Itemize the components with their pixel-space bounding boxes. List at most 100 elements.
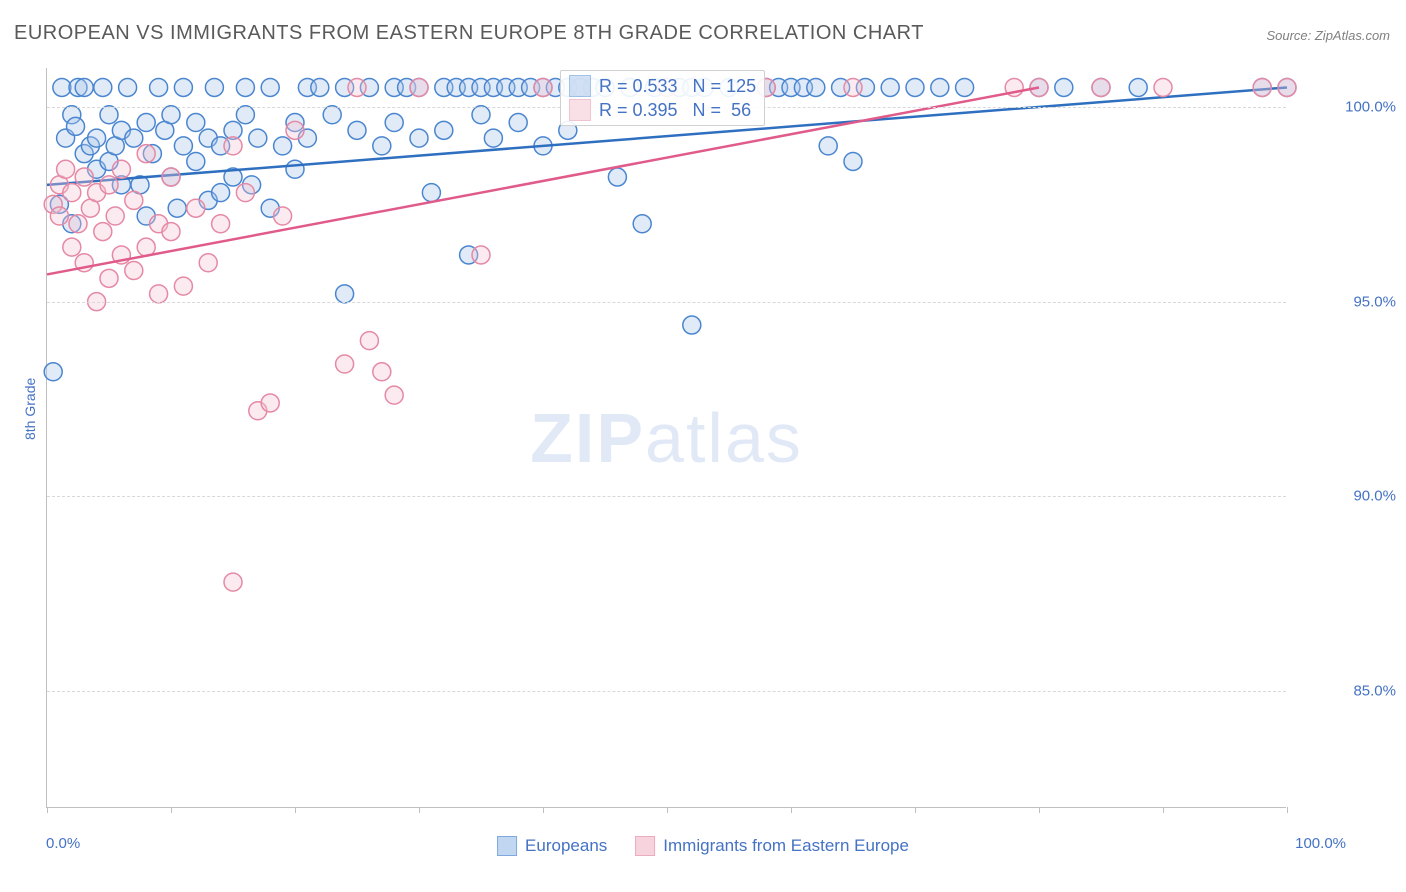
data-point	[534, 78, 552, 96]
data-point	[94, 223, 112, 241]
data-point	[336, 355, 354, 373]
legend-swatch	[569, 75, 591, 97]
data-point	[633, 215, 651, 233]
data-point	[75, 78, 93, 96]
x-axis-min-label: 0.0%	[46, 835, 80, 852]
x-tick-mark	[915, 807, 916, 813]
data-point	[373, 137, 391, 155]
data-point	[137, 114, 155, 132]
data-point	[119, 78, 137, 96]
data-point	[274, 207, 292, 225]
grid-line	[47, 302, 1286, 303]
data-point	[224, 573, 242, 591]
data-point	[683, 316, 701, 334]
data-point	[174, 277, 192, 295]
data-point	[472, 246, 490, 264]
plot-area: ZIPatlas	[46, 68, 1286, 808]
data-point	[94, 78, 112, 96]
data-point	[137, 145, 155, 163]
data-point	[261, 78, 279, 96]
data-point	[323, 106, 341, 124]
data-point	[187, 114, 205, 132]
data-point	[162, 106, 180, 124]
x-tick-mark	[1163, 807, 1164, 813]
data-point	[112, 160, 130, 178]
data-point	[100, 269, 118, 287]
legend-label: Immigrants from Eastern Europe	[663, 836, 909, 856]
y-tick-label: 100.0%	[1345, 98, 1396, 115]
data-point	[88, 129, 106, 147]
data-point	[67, 117, 85, 135]
scatter-svg	[47, 68, 1287, 808]
data-point	[807, 78, 825, 96]
data-point	[100, 106, 118, 124]
data-point	[435, 121, 453, 139]
data-point	[125, 129, 143, 147]
data-point	[125, 262, 143, 280]
data-point	[168, 199, 186, 217]
data-point	[187, 199, 205, 217]
legend-item: Immigrants from Eastern Europe	[635, 836, 909, 856]
x-tick-mark	[1039, 807, 1040, 813]
data-point	[1092, 78, 1110, 96]
data-point	[484, 129, 502, 147]
data-point	[385, 114, 403, 132]
data-point	[1055, 78, 1073, 96]
data-point	[348, 121, 366, 139]
data-point	[236, 106, 254, 124]
x-tick-mark	[543, 807, 544, 813]
data-point	[1154, 78, 1172, 96]
data-point	[844, 152, 862, 170]
stats-box: R = 0.533 N = 125 R = 0.395 N = 56	[560, 70, 765, 126]
data-point	[956, 78, 974, 96]
grid-line	[47, 691, 1286, 692]
x-tick-mark	[667, 807, 668, 813]
stat-row: R = 0.395 N = 56	[569, 99, 756, 121]
data-point	[844, 78, 862, 96]
data-point	[881, 78, 899, 96]
data-point	[373, 363, 391, 381]
data-point	[63, 184, 81, 202]
x-tick-mark	[1287, 807, 1288, 813]
data-point	[187, 152, 205, 170]
data-point	[106, 207, 124, 225]
data-point	[50, 207, 68, 225]
data-point	[150, 285, 168, 303]
data-point	[162, 168, 180, 186]
data-point	[224, 137, 242, 155]
data-point	[261, 394, 279, 412]
x-tick-mark	[47, 807, 48, 813]
data-point	[608, 168, 626, 186]
data-point	[236, 184, 254, 202]
source-label: Source: ZipAtlas.com	[1266, 28, 1390, 43]
x-tick-mark	[791, 807, 792, 813]
data-point	[274, 137, 292, 155]
data-point	[286, 160, 304, 178]
legend-swatch	[569, 99, 591, 121]
data-point	[249, 129, 267, 147]
data-point	[125, 191, 143, 209]
data-point	[174, 137, 192, 155]
data-point	[931, 78, 949, 96]
x-tick-mark	[295, 807, 296, 813]
data-point	[385, 386, 403, 404]
data-point	[410, 78, 428, 96]
stat-text: R = 0.533 N = 125	[599, 76, 756, 97]
data-point	[212, 215, 230, 233]
data-point	[57, 160, 75, 178]
data-point	[212, 184, 230, 202]
data-point	[1253, 78, 1271, 96]
data-point	[311, 78, 329, 96]
legend-label: Europeans	[525, 836, 607, 856]
y-tick-label: 90.0%	[1353, 488, 1396, 505]
data-point	[1278, 78, 1296, 96]
bottom-legend: Europeans Immigrants from Eastern Europe	[497, 836, 909, 856]
data-point	[150, 78, 168, 96]
data-point	[44, 363, 62, 381]
data-point	[236, 78, 254, 96]
stat-text: R = 0.395 N = 56	[599, 100, 751, 121]
data-point	[174, 78, 192, 96]
data-point	[205, 78, 223, 96]
x-tick-mark	[419, 807, 420, 813]
data-point	[410, 129, 428, 147]
